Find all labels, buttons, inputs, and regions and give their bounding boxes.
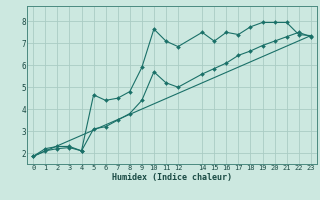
X-axis label: Humidex (Indice chaleur): Humidex (Indice chaleur)	[112, 173, 232, 182]
